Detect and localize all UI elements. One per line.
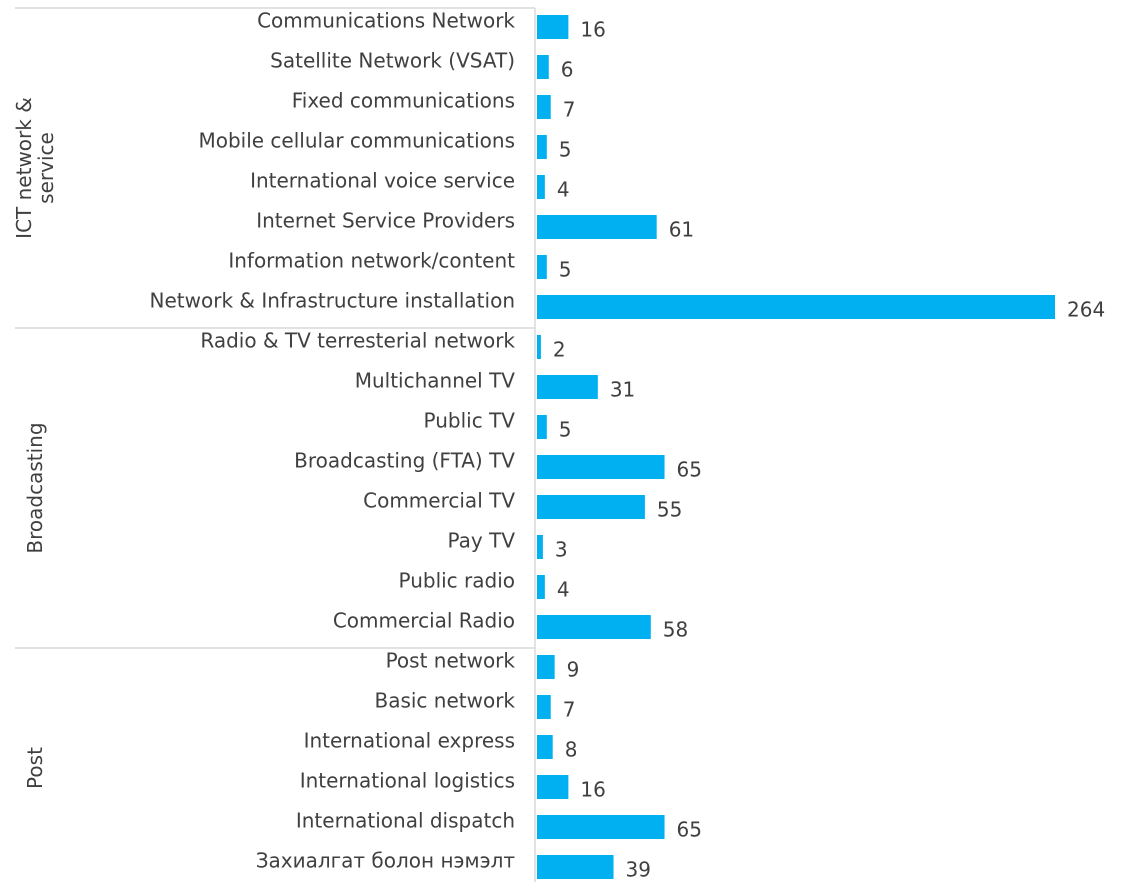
- group-label: Broadcasting: [23, 422, 47, 554]
- category-label: Multichannel TV: [355, 369, 516, 393]
- category-label: Basic network: [374, 689, 515, 713]
- bar: [537, 295, 1055, 319]
- category-label: Post network: [386, 649, 516, 673]
- bar: [537, 815, 665, 839]
- category-label: International express: [304, 729, 515, 753]
- bar: [537, 575, 545, 599]
- bar: [537, 615, 651, 639]
- value-label: 16: [580, 778, 605, 802]
- value-label: 61: [669, 218, 694, 242]
- category-label: International voice service: [250, 169, 515, 193]
- bar: [537, 175, 545, 199]
- category-label: Public TV: [424, 409, 516, 433]
- bar: [537, 735, 553, 759]
- value-label: 65: [677, 458, 702, 482]
- value-label: 3: [555, 538, 568, 562]
- bar: [537, 15, 569, 39]
- value-label: 5: [559, 258, 572, 282]
- bar: [537, 135, 547, 159]
- category-label: Information network/content: [228, 249, 515, 273]
- category-label: Pay TV: [447, 529, 515, 553]
- value-label: 7: [563, 98, 576, 122]
- value-label: 65: [677, 818, 702, 842]
- bar: [537, 655, 555, 679]
- value-label: 4: [557, 178, 570, 202]
- category-label: Захиалгат болон нэмэлт: [256, 849, 516, 873]
- bar: [537, 95, 551, 119]
- value-label: 58: [663, 618, 688, 642]
- bar: [537, 855, 614, 879]
- value-label: 31: [610, 378, 635, 402]
- value-label: 39: [626, 858, 651, 882]
- category-label: Radio & TV terresterial network: [200, 329, 515, 353]
- category-label: Broadcasting (FTA) TV: [294, 449, 515, 473]
- value-label: 5: [559, 418, 572, 442]
- bar: [537, 415, 547, 439]
- bar: [537, 335, 541, 359]
- bar: [537, 695, 551, 719]
- value-label: 6: [561, 58, 574, 82]
- bar: [537, 215, 657, 239]
- bar: [537, 255, 547, 279]
- bar: [537, 455, 665, 479]
- category-label: Commercial TV: [363, 489, 515, 513]
- value-label: 55: [657, 498, 682, 522]
- category-label: Communications Network: [257, 9, 515, 33]
- category-label: Satellite Network (VSAT): [270, 49, 515, 73]
- value-label: 2: [553, 338, 566, 362]
- category-label: Fixed communications: [292, 89, 515, 113]
- category-label: Network & Infrastructure installation: [150, 289, 515, 313]
- category-label: Public radio: [398, 569, 515, 593]
- value-label: 9: [567, 658, 580, 682]
- value-label: 8: [565, 738, 578, 762]
- group-label: ICT network & service: [12, 97, 58, 239]
- category-label: Internet Service Providers: [256, 209, 515, 233]
- bar: [537, 775, 569, 799]
- category-label: International dispatch: [296, 809, 515, 833]
- group-label: Post: [23, 747, 47, 789]
- value-label: 4: [557, 578, 570, 602]
- bar: [537, 535, 543, 559]
- value-label: 16: [580, 18, 605, 42]
- bar: [537, 375, 598, 399]
- category-label: International logistics: [300, 769, 515, 793]
- value-label: 7: [563, 698, 576, 722]
- value-label: 264: [1067, 298, 1105, 322]
- value-label: 5: [559, 138, 572, 162]
- category-label: Commercial Radio: [333, 609, 515, 633]
- category-label: Mobile cellular communications: [198, 129, 515, 153]
- bar: [537, 55, 549, 79]
- bar: [537, 495, 645, 519]
